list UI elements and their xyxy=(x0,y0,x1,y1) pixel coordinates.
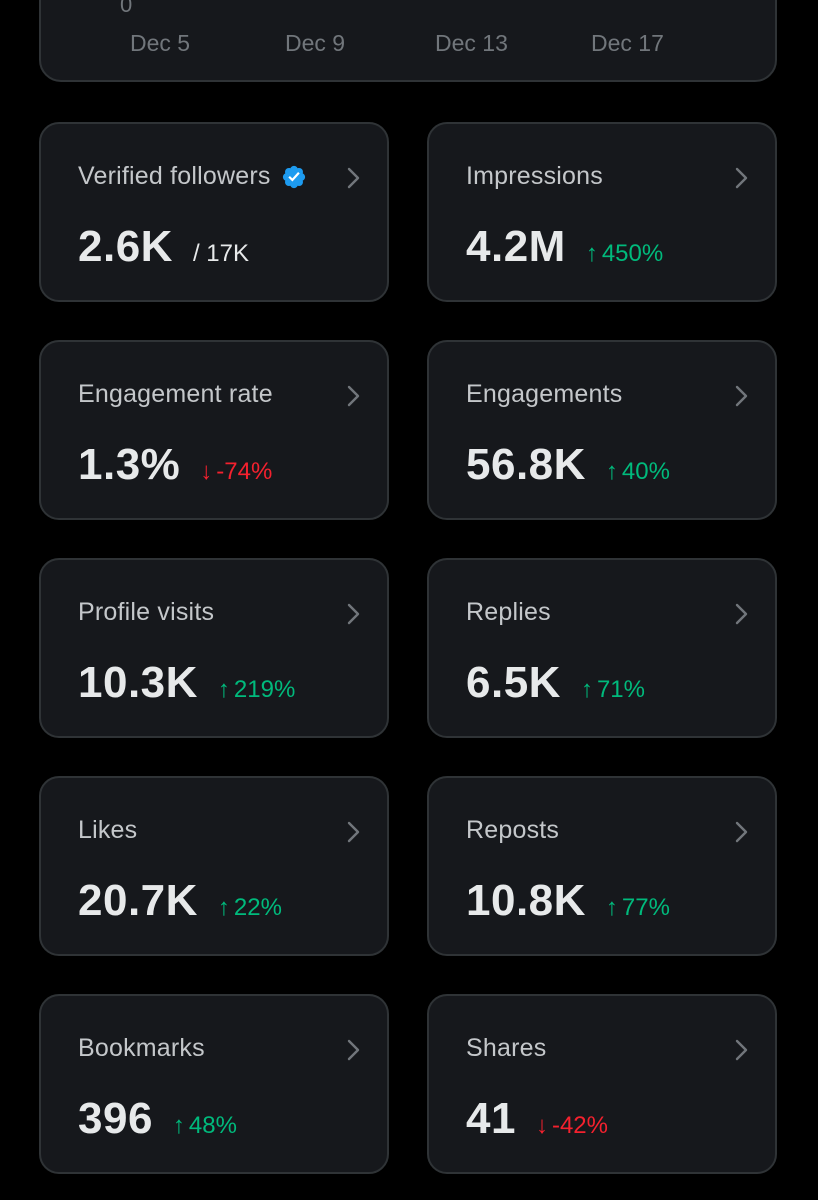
chevron-right-icon xyxy=(347,821,360,843)
card-shares[interactable]: Shares 41 ↓ -42% xyxy=(427,994,777,1174)
card-engagements[interactable]: Engagements 56.8K ↑ 40% xyxy=(427,340,777,520)
arrow-up-icon: ↑ xyxy=(580,676,593,703)
card-impressions[interactable]: Impressions 4.2M ↑ 450% xyxy=(427,122,777,302)
arrow-up-icon: ↑ xyxy=(217,676,230,703)
card-value: 10.8K xyxy=(466,876,586,925)
chart-x-tick: Dec 17 xyxy=(591,30,664,56)
arrow-down-icon: ↓ xyxy=(200,458,213,485)
chart-baseline-dots xyxy=(150,0,740,6)
card-delta: ↑ 71% xyxy=(581,676,645,704)
delta-value: 450% xyxy=(601,240,664,267)
chevron-right-icon xyxy=(347,385,360,407)
value-row: 6.5K ↑ 71% xyxy=(466,658,645,708)
arrow-up-icon: ↑ xyxy=(605,458,618,485)
card-replies[interactable]: Replies 6.5K ↑ 71% xyxy=(427,558,777,738)
verified-badge-icon xyxy=(282,165,305,188)
delta-value: 77% xyxy=(621,894,670,921)
value-row: 20.7K ↑ 22% xyxy=(78,876,282,926)
delta-value: 219% xyxy=(233,676,296,703)
chart-y-axis-zero-label: 0 xyxy=(120,0,133,17)
delta-value: 48% xyxy=(188,1112,237,1139)
value-row: 10.3K ↑ 219% xyxy=(78,658,295,708)
value-row: 1.3% ↓ -74% xyxy=(78,440,272,490)
arrow-down-icon: ↓ xyxy=(535,1112,548,1139)
card-title: Profile visits xyxy=(78,598,215,626)
card-value: 2.6K xyxy=(78,222,173,271)
card-delta: ↑ 219% xyxy=(218,676,295,704)
delta-value: -74% xyxy=(216,458,273,485)
card-delta: ↑ 450% xyxy=(586,240,663,268)
arrow-up-icon: ↑ xyxy=(217,894,230,921)
card-title: Bookmarks xyxy=(78,1034,205,1062)
card-value: 6.5K xyxy=(466,658,561,707)
card-delta: ↓ -74% xyxy=(200,458,272,486)
value-row: 2.6K / 17K xyxy=(78,222,249,272)
card-value: 41 xyxy=(466,1094,516,1143)
chevron-right-icon xyxy=(735,603,748,625)
engagement-chart-card xyxy=(39,0,777,82)
card-value: 56.8K xyxy=(466,440,586,489)
card-title: Replies xyxy=(466,598,551,626)
chevron-right-icon xyxy=(735,1039,748,1061)
chevron-right-icon xyxy=(735,821,748,843)
chevron-right-icon xyxy=(347,167,360,189)
card-value: 20.7K xyxy=(78,876,198,925)
delta-value: 40% xyxy=(621,458,670,485)
chart-x-tick: Dec 13 xyxy=(435,30,508,56)
card-total: / 17K xyxy=(192,240,249,267)
chevron-right-icon xyxy=(347,1039,360,1061)
card-title-wrap: Verified followers xyxy=(78,162,307,191)
chevron-right-icon xyxy=(347,603,360,625)
card-verified-followers[interactable]: Verified followers 2.6K / 17K xyxy=(39,122,389,302)
value-row: 396 ↑ 48% xyxy=(78,1094,237,1144)
arrow-up-icon: ↑ xyxy=(605,894,618,921)
card-title: Reposts xyxy=(466,816,560,844)
chart-x-tick: Dec 5 xyxy=(130,30,191,56)
card-title: Likes xyxy=(78,816,138,844)
card-title: Shares xyxy=(466,1034,547,1062)
card-reposts[interactable]: Reposts 10.8K ↑ 77% xyxy=(427,776,777,956)
value-row: 10.8K ↑ 77% xyxy=(466,876,670,926)
arrow-up-icon: ↑ xyxy=(585,240,598,267)
card-delta: ↑ 22% xyxy=(218,894,282,922)
value-row: 56.8K ↑ 40% xyxy=(466,440,670,490)
card-engagement-rate[interactable]: Engagement rate 1.3% ↓ -74% xyxy=(39,340,389,520)
card-delta: ↑ 40% xyxy=(606,458,670,486)
value-row: 41 ↓ -42% xyxy=(466,1094,608,1144)
card-value: 4.2M xyxy=(466,222,566,271)
card-title: Engagements xyxy=(466,380,623,408)
chart-x-axis: Dec 5 Dec 9 Dec 13 Dec 17 xyxy=(0,30,818,60)
arrow-up-icon: ↑ xyxy=(172,1112,185,1139)
card-title: Verified followers xyxy=(78,162,271,190)
card-title: Engagement rate xyxy=(78,380,273,408)
card-bookmarks[interactable]: Bookmarks 396 ↑ 48% xyxy=(39,994,389,1174)
card-likes[interactable]: Likes 20.7K ↑ 22% xyxy=(39,776,389,956)
chevron-right-icon xyxy=(735,167,748,189)
card-value: 396 xyxy=(78,1094,153,1143)
card-delta: ↑ 48% xyxy=(173,1112,237,1140)
delta-value: -42% xyxy=(551,1112,608,1139)
card-delta: ↓ -42% xyxy=(536,1112,608,1140)
chevron-right-icon xyxy=(735,385,748,407)
card-profile-visits[interactable]: Profile visits 10.3K ↑ 219% xyxy=(39,558,389,738)
delta-value: 22% xyxy=(233,894,282,921)
card-value: 10.3K xyxy=(78,658,198,707)
card-title: Impressions xyxy=(466,162,603,190)
card-value: 1.3% xyxy=(78,440,181,489)
card-delta: ↑ 77% xyxy=(606,894,670,922)
value-row: 4.2M ↑ 450% xyxy=(466,222,663,272)
delta-value: 71% xyxy=(596,676,645,703)
chart-x-tick: Dec 9 xyxy=(285,30,346,56)
